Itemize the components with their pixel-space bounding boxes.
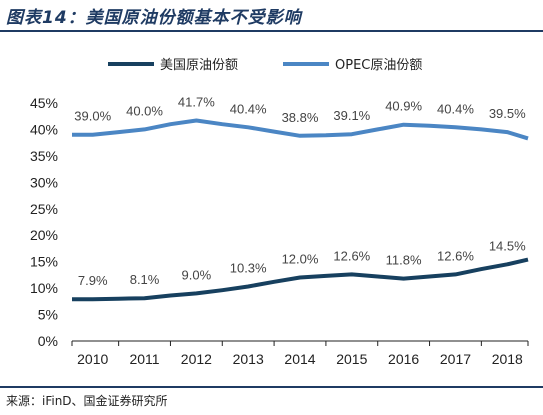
x-axis: 2010 2011 2012 2013 2014 2015 2016 2017 2018 (71, 340, 529, 367)
chart-title: 图表14：美国原油份额基本不受影响 (6, 8, 302, 28)
x-tick-label: 2010 (77, 351, 108, 367)
y-tick-label: 15% (30, 254, 58, 270)
legend-label: 美国原油份额 (160, 58, 238, 73)
line-chart: 美国原油份额 OPEC原油份额 0% 5% 10% 15% 20% 25% 30% 35% 40%… (30, 58, 529, 367)
data-label: 12.6% (437, 248, 474, 263)
y-tick-label: 25% (30, 201, 58, 217)
y-tick-label: 45% (30, 95, 58, 111)
chart-legend: 美国原油份额 OPEC原油份额 (108, 58, 422, 73)
data-labels: 7.9% 8.1% 9.0% 10.3% 12.0% 12.6% 11.8% 12.6% 14.… (74, 94, 526, 288)
x-tick-label: 2013 (233, 351, 264, 367)
x-tick-label: 2015 (336, 351, 367, 367)
y-tick-label: 20% (30, 227, 58, 243)
y-tick-label: 5% (38, 307, 58, 323)
data-label: 11.8% (386, 253, 422, 268)
x-tick-label: 2017 (440, 351, 471, 367)
source-note: 来源：iFinD、国金证券研究所 (6, 394, 168, 408)
data-label: 40.0% (126, 103, 163, 118)
source-divider (0, 386, 543, 388)
y-tick-label: 0% (38, 333, 58, 349)
data-label: 9.0% (182, 267, 212, 282)
data-label: 41.7% (178, 94, 215, 109)
y-tick-label: 10% (30, 280, 58, 296)
y-axis: 0% 5% 10% 15% 20% 25% 30% 35% 40% 45% (30, 95, 58, 349)
series-line-opec (72, 118, 529, 141)
data-label: 10.3% (230, 261, 267, 276)
x-tick-label: 2012 (181, 351, 212, 367)
y-tick-label: 35% (30, 148, 58, 164)
data-label: 14.5% (489, 238, 526, 253)
data-label: 39.0% (74, 109, 111, 124)
series-lines (72, 118, 529, 302)
x-tick-label: 2011 (129, 351, 159, 367)
x-tick-label: 2014 (284, 351, 315, 367)
y-tick-label: 40% (30, 121, 58, 137)
data-label: 7.9% (78, 273, 108, 288)
data-label: 39.1% (333, 108, 370, 123)
x-tick-label: 2018 (492, 351, 523, 367)
x-tick-label: 2016 (388, 351, 419, 367)
data-label: 12.6% (333, 248, 370, 263)
legend-label: OPEC原油份额 (335, 58, 422, 73)
data-label: 12.0% (282, 252, 319, 267)
data-label: 8.1% (130, 272, 160, 287)
data-label: 39.5% (489, 106, 526, 121)
data-label: 40.4% (437, 101, 474, 116)
y-tick-label: 30% (30, 174, 58, 190)
data-label: 38.8% (282, 110, 319, 125)
title-divider (0, 30, 543, 32)
data-label: 40.4% (230, 101, 267, 116)
series-line-us (72, 257, 529, 302)
data-label: 40.9% (385, 99, 422, 114)
